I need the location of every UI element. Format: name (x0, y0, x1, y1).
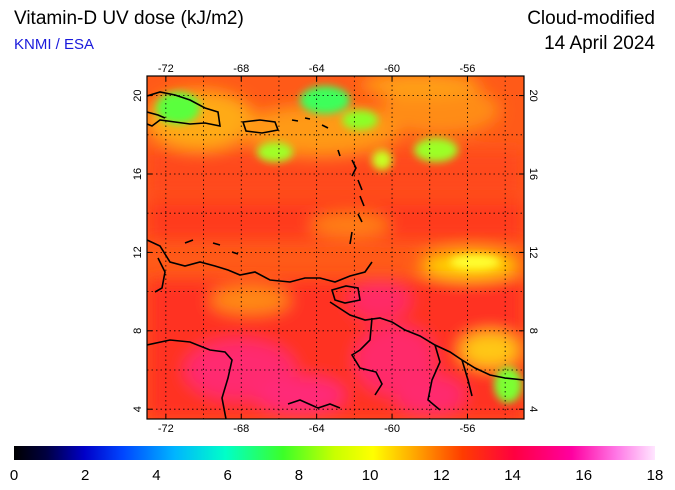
lat-tick-label: 16 (527, 168, 539, 180)
colorbar-tick-label: 12 (433, 467, 450, 484)
lat-tick-label: 4 (527, 406, 539, 412)
lon-tick-label: -60 (384, 423, 400, 435)
colorbar-tick-label: 2 (81, 467, 89, 484)
map-title: Vitamin-D UV dose (kJ/m2) (14, 8, 244, 29)
lat-tick-label: 20 (132, 89, 144, 101)
date-label: 14 April 2024 (544, 33, 655, 54)
lon-tick-label: -72 (158, 63, 174, 75)
graticule (147, 76, 524, 419)
colorbar-tick-label: 14 (504, 467, 521, 484)
lat-tick-label: 12 (132, 246, 144, 258)
colorbar: 0 2 4 6 8 10 12 14 16 18 (10, 446, 664, 484)
credit-label: KNMI / ESA (14, 36, 95, 53)
colorbar-tick-label: 10 (362, 467, 379, 484)
lon-tick-label: -68 (233, 423, 249, 435)
colorbar-tick-label: 18 (647, 467, 664, 484)
lat-tick-label: 8 (132, 328, 144, 334)
coastlines (147, 91, 524, 419)
colorbar-tick-label: 0 (10, 467, 18, 484)
lon-tick-label: -72 (158, 423, 174, 435)
colorbar-tick-label: 4 (152, 467, 160, 484)
lon-ticks-bottom: -72 -68 -64 -60 -56 (158, 414, 475, 435)
lat-tick-label: 4 (132, 406, 144, 412)
colorbar-tick-label: 6 (223, 467, 231, 484)
lat-tick-label: 16 (132, 168, 144, 180)
lon-tick-label: -64 (309, 423, 325, 435)
lon-tick-label: -56 (459, 423, 475, 435)
lat-tick-label: 8 (527, 328, 539, 334)
lon-ticks-top: -72 -68 -64 -60 -56 (158, 63, 475, 81)
lon-tick-label: -64 (309, 63, 325, 75)
lat-tick-label: 12 (527, 246, 539, 258)
lat-tick-label: 20 (527, 89, 539, 101)
map-frame (146, 75, 525, 420)
mode-label: Cloud-modified (527, 8, 655, 29)
lat-ticks-left: 4 8 12 16 20 (132, 89, 152, 412)
uv-field (147, 76, 524, 419)
uv-dose-map: -72 -68 -64 -60 -56 -72 -68 -64 -60 -56 4 8 12 16 20… (132, 63, 539, 435)
colorbar-ticks: 0 2 4 6 8 10 12 14 16 18 (10, 467, 664, 484)
colorbar-tick-label: 16 (575, 467, 592, 484)
lon-tick-label: -56 (459, 63, 475, 75)
lon-tick-label: -68 (233, 63, 249, 75)
lat-ticks-right: 4 8 12 16 20 (519, 89, 539, 412)
colorbar-gradient (14, 446, 655, 460)
lon-tick-label: -60 (384, 63, 400, 75)
colorbar-tick-label: 8 (295, 467, 303, 484)
